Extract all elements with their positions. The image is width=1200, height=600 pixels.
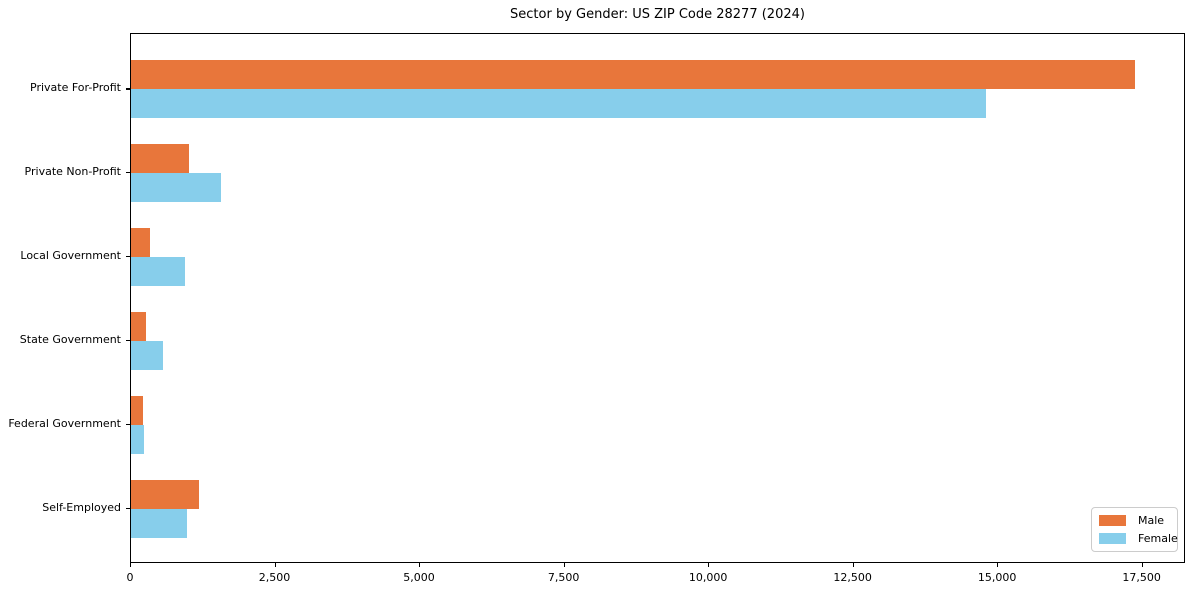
y-tick-label: Private For-Profit bbox=[30, 81, 121, 95]
y-tick-mark bbox=[126, 256, 130, 258]
plot-area bbox=[130, 33, 1185, 563]
legend: Male Female bbox=[1091, 507, 1178, 552]
bar-male-self-employed bbox=[131, 479, 200, 509]
legend-item-male: Male bbox=[1099, 514, 1177, 527]
x-tick-mark bbox=[419, 563, 421, 567]
bar-male-private-non-profit bbox=[131, 144, 189, 174]
bar-male-federal-government bbox=[131, 395, 143, 425]
bar-female-private-for-profit bbox=[131, 89, 986, 119]
bar-female-local-government bbox=[131, 257, 185, 287]
x-tick-mark bbox=[563, 563, 565, 567]
y-tick-mark bbox=[126, 88, 130, 90]
bar-male-private-for-profit bbox=[131, 60, 1136, 90]
legend-swatch-female bbox=[1099, 533, 1126, 545]
x-tick-mark bbox=[708, 563, 710, 567]
y-tick-mark bbox=[126, 423, 130, 425]
x-tick-label: 15,000 bbox=[977, 571, 1017, 584]
bar-female-federal-government bbox=[131, 424, 144, 454]
legend-label: Male bbox=[1138, 513, 1165, 527]
x-tick-label: 10,000 bbox=[688, 571, 728, 584]
y-tick-mark bbox=[126, 172, 130, 174]
y-tick-mark bbox=[126, 507, 130, 509]
bar-female-private-non-profit bbox=[131, 173, 222, 203]
x-tick-mark bbox=[130, 563, 132, 567]
x-tick-mark bbox=[852, 563, 854, 567]
bar-female-state-government bbox=[131, 340, 164, 370]
y-tick-label: Local Government bbox=[20, 249, 121, 263]
bar-male-local-government bbox=[131, 228, 150, 258]
x-tick-label: 2,500 bbox=[258, 571, 291, 584]
y-tick-mark bbox=[126, 339, 130, 342]
legend-label: Female bbox=[1138, 532, 1178, 546]
x-tick-label: 0 bbox=[126, 571, 134, 584]
x-tick-label: 17,500 bbox=[1122, 571, 1161, 584]
chart-title: Sector by Gender: US ZIP Code 28277 (202… bbox=[510, 7, 805, 22]
bar-male-state-government bbox=[131, 311, 146, 341]
x-tick-label: 5,000 bbox=[403, 571, 435, 584]
y-tick-label: Private Non-Profit bbox=[24, 165, 121, 179]
y-tick-label: State Government bbox=[19, 332, 121, 346]
legend-swatch-male bbox=[1099, 514, 1126, 526]
y-tick-label: Federal Government bbox=[8, 416, 121, 430]
x-tick-mark bbox=[997, 563, 999, 567]
x-tick-label: 12,500 bbox=[833, 571, 872, 584]
legend-item-female: Female bbox=[1099, 532, 1178, 546]
x-tick-mark bbox=[274, 563, 276, 567]
bar-female-self-employed bbox=[131, 508, 188, 538]
x-tick-label: 7,500 bbox=[547, 571, 580, 584]
x-tick-mark bbox=[1141, 563, 1143, 567]
y-tick-label: Self-Employed bbox=[42, 500, 121, 514]
